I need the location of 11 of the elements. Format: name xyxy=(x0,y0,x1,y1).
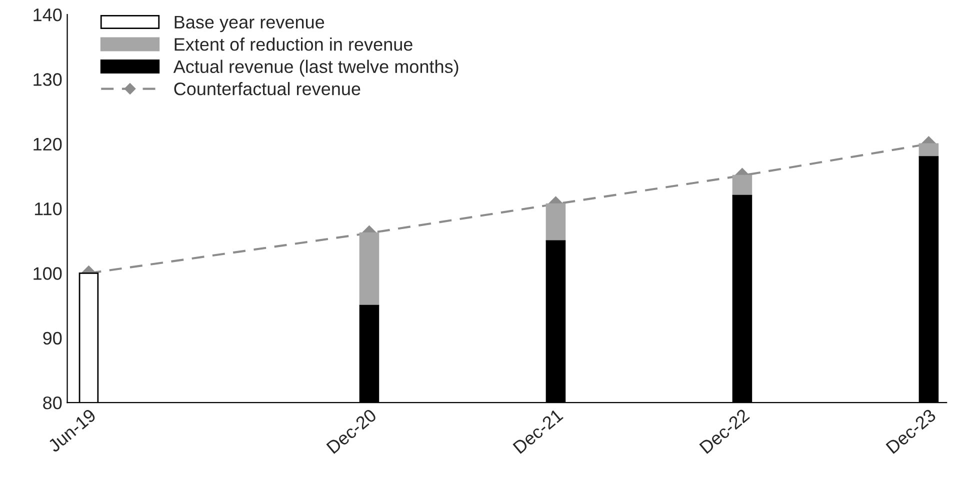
y-tick-label: 140 xyxy=(34,8,62,22)
legend-label: Counterfactual revenue xyxy=(174,82,360,96)
y-tick-label: 130 xyxy=(34,73,62,86)
legend-label: Actual revenue (last twelve months) xyxy=(173,60,458,77)
y-tick-label: 90 xyxy=(43,332,62,345)
legend-label: Base year revenue xyxy=(174,16,324,32)
y-tick-label: 100 xyxy=(34,267,62,280)
y-tick-label: 120 xyxy=(34,138,62,151)
y-tick-label: 80 xyxy=(43,396,62,410)
y-tick-label: 110 xyxy=(34,202,62,216)
legend-label: Extent of reduction in revenue xyxy=(174,38,412,51)
